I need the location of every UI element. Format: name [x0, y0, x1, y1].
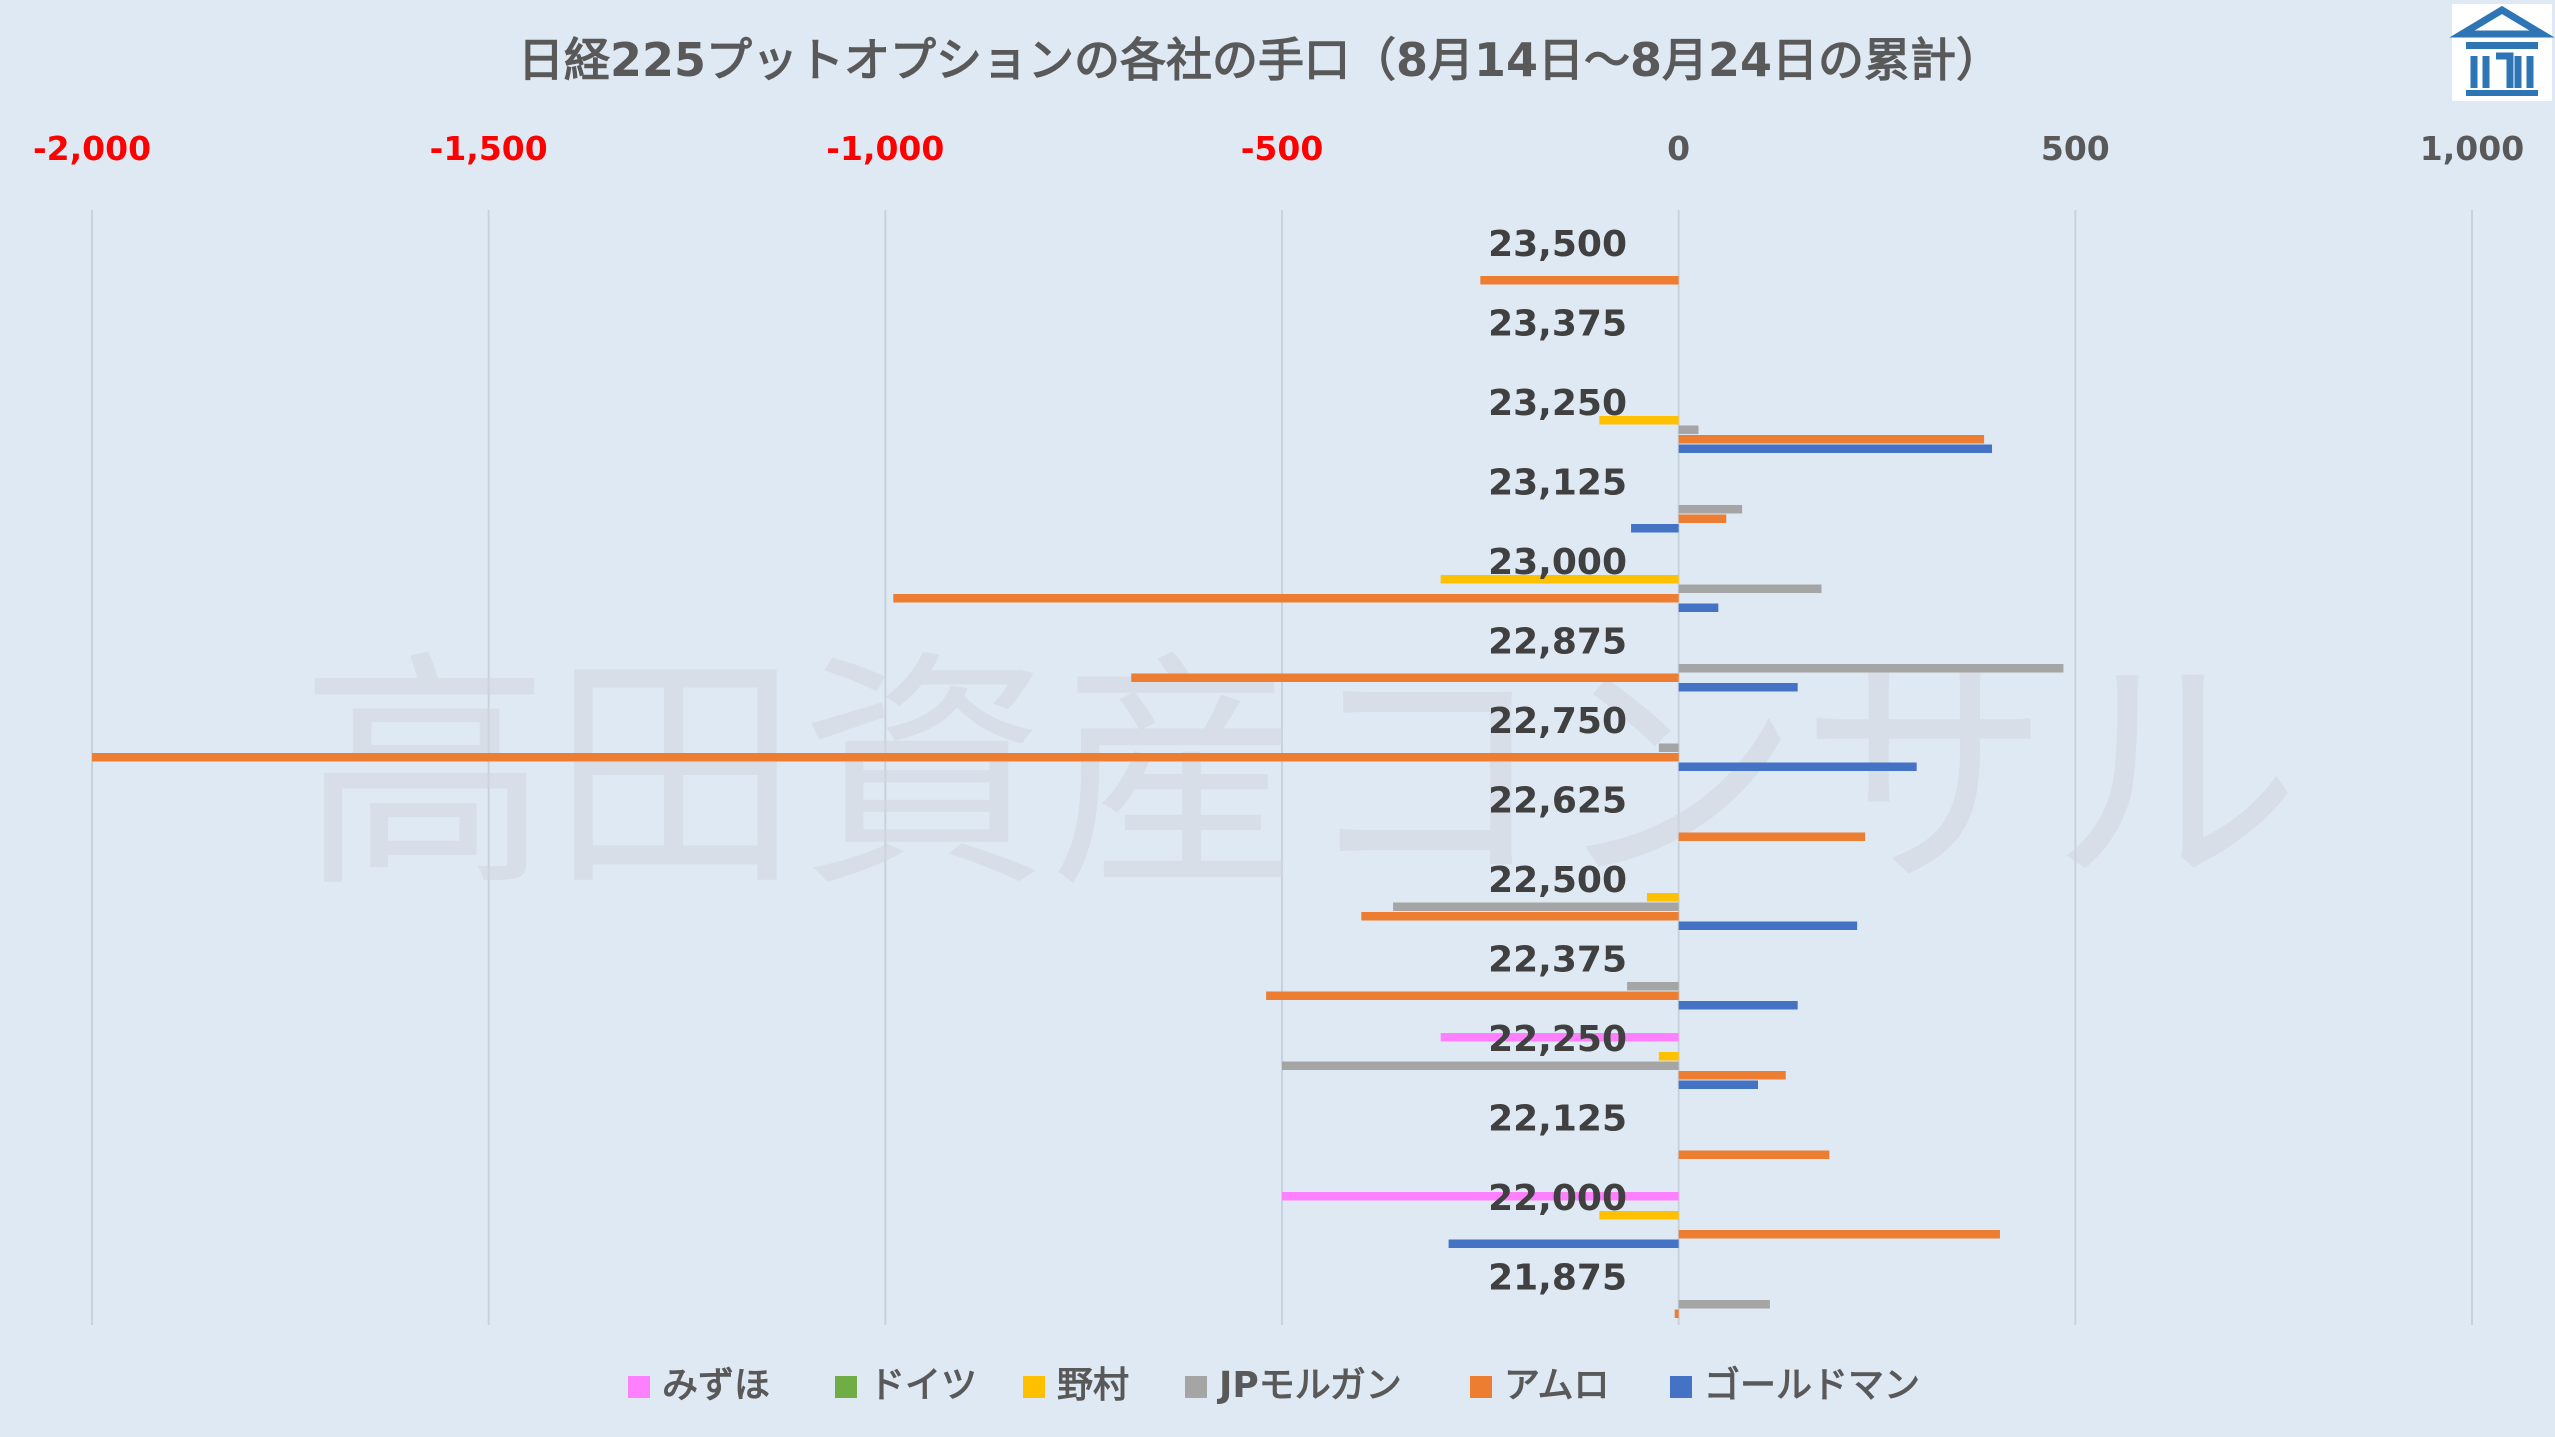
bar: [1393, 902, 1679, 911]
takata-logo-icon: [2449, 4, 2555, 101]
x-tick-labels: -2,000 -1,500 -1,000 -500 0 500 1,000: [33, 129, 2524, 168]
bar: [92, 753, 1679, 762]
category-label: 22,500: [1488, 860, 1627, 901]
category-label: 21,875: [1488, 1258, 1627, 1299]
bars-group: [92, 276, 2064, 1318]
bar: [1678, 425, 1699, 434]
legend-swatch: [628, 1376, 650, 1398]
legend-swatch: [1470, 1376, 1492, 1398]
category-label: 22,375: [1488, 940, 1627, 981]
bar: [1440, 1033, 1679, 1042]
bar: [1678, 1080, 1758, 1089]
bar: [1678, 762, 1917, 771]
bar: [1448, 1239, 1679, 1248]
bar: [1627, 982, 1679, 991]
bar: [1361, 912, 1679, 921]
legend-swatch: [1023, 1376, 1045, 1398]
bar: [1678, 1001, 1798, 1010]
bar: [1266, 991, 1679, 1000]
bar: [1678, 1230, 2000, 1239]
legend-label: ドイツ: [869, 1365, 977, 1406]
legend-label: JPモルガン: [1216, 1365, 1402, 1406]
category-label: 23,375: [1488, 304, 1627, 345]
bar: [1678, 435, 1985, 444]
chart-title: 日経225プットオプションの各社の手口（8月14日〜8月24日の累計）: [518, 33, 2002, 87]
legend-swatch: [835, 1376, 857, 1398]
legend-swatch: [1185, 1376, 1207, 1398]
category-label: 22,625: [1488, 781, 1627, 822]
bar: [1480, 276, 1679, 285]
bar: [1678, 584, 1822, 593]
bar: [1658, 743, 1679, 752]
bar: [893, 594, 1679, 603]
bar: [1678, 444, 1993, 453]
bar: [1674, 1309, 1679, 1318]
legend-label: みずほ: [662, 1365, 770, 1406]
bar: [1678, 1150, 1830, 1159]
bar: [1131, 673, 1679, 682]
bar: [1282, 1192, 1679, 1201]
bar: [1646, 893, 1679, 902]
x-tick-label: -1,000: [826, 129, 944, 168]
legend-label: アムロ: [1504, 1365, 1609, 1406]
category-label: 23,500: [1488, 224, 1627, 265]
bar: [1678, 683, 1798, 692]
gridlines: [91, 210, 2473, 1325]
x-tick-label: 500: [2041, 129, 2110, 168]
bar: [1678, 921, 1858, 930]
bar: [1440, 575, 1679, 584]
category-labels: 23,500 23,375 23,250 23,125 23,000 22,875 22,7…: [1488, 224, 1627, 1299]
x-tick-label: -2,000: [33, 129, 151, 168]
legend-label: ゴールドマン: [1704, 1364, 1920, 1406]
legend: みずほ ドイツ 野村 JPモルガン アムロ ゴールドマン: [628, 1364, 1920, 1406]
bar: [1678, 1071, 1786, 1080]
bar: [1678, 664, 2064, 673]
x-tick-label: 1,000: [2420, 129, 2524, 168]
category-label: 23,000: [1488, 542, 1627, 583]
legend-label: 野村: [1057, 1365, 1129, 1406]
category-label: 23,125: [1488, 463, 1627, 504]
bar: [1631, 524, 1679, 533]
bar: [1678, 1300, 1770, 1309]
category-label: 22,750: [1488, 701, 1627, 742]
category-label: 23,250: [1488, 383, 1627, 424]
bar: [1678, 603, 1719, 612]
bar: [1678, 514, 1727, 523]
x-tick-label: 0: [1667, 129, 1690, 168]
category-label: 22,125: [1488, 1099, 1627, 1140]
legend-swatch: [1670, 1376, 1692, 1398]
bar: [1282, 1061, 1679, 1070]
bar: [1678, 832, 1866, 841]
bar: [1599, 1211, 1679, 1220]
category-label: 22,250: [1488, 1019, 1627, 1060]
bar: [1678, 505, 1743, 514]
x-tick-label: -500: [1241, 129, 1324, 168]
category-label: 22,875: [1488, 622, 1627, 663]
bar: [1599, 416, 1679, 425]
category-label: 22,000: [1488, 1178, 1627, 1219]
bar: [1658, 1052, 1679, 1061]
x-tick-label: -1,500: [430, 129, 548, 168]
